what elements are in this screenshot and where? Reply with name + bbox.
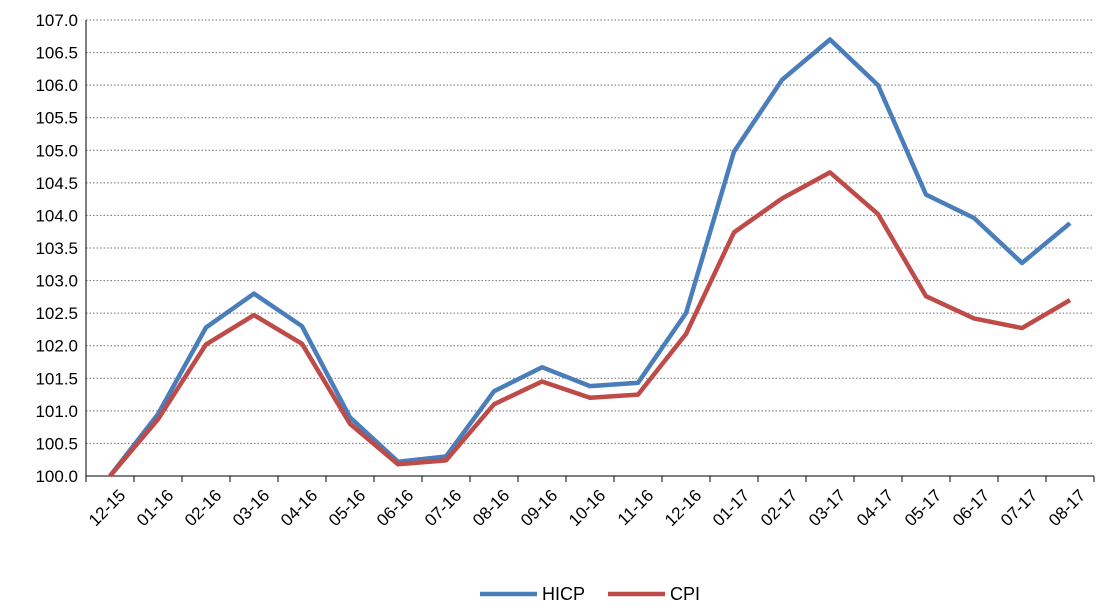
data-point-cpi (1020, 326, 1024, 330)
data-point-hicp (1068, 221, 1072, 225)
series-line-hicp (108, 37, 1072, 478)
y-tick-label: 103.5 (35, 239, 78, 258)
y-tick-label: 102.5 (35, 304, 78, 323)
legend: HICP CPI (480, 584, 700, 604)
x-tick-label: 04-16 (277, 486, 321, 530)
x-tick-label: 03-17 (805, 486, 849, 530)
data-point-cpi (972, 316, 976, 320)
data-point-cpi (876, 212, 880, 216)
x-tick-label: 09-16 (517, 486, 561, 530)
x-tick-label: 12-15 (85, 486, 129, 530)
x-tick-label: 10-16 (565, 486, 609, 530)
x-tick-label: 12-16 (661, 486, 705, 530)
data-point-cpi (684, 332, 688, 336)
data-point-cpi (300, 342, 304, 346)
x-tick-label: 05-16 (325, 486, 369, 530)
data-point-cpi (252, 313, 256, 317)
y-tick-label: 105.0 (35, 141, 78, 160)
data-point-hicp (732, 149, 736, 153)
x-tick-label: 04-17 (853, 486, 897, 530)
series-lines (108, 37, 1072, 478)
data-point-hicp (588, 384, 592, 388)
data-point-cpi (540, 379, 544, 383)
data-point-cpi (828, 170, 832, 174)
y-tick-label: 101.0 (35, 402, 78, 421)
x-tick-label: 05-17 (901, 486, 945, 530)
y-tick-label: 107.0 (35, 11, 78, 30)
gridlines (86, 19, 1094, 444)
data-point-cpi (1068, 298, 1072, 302)
data-point-cpi (396, 462, 400, 466)
data-point-cpi (732, 230, 736, 234)
x-tick-label: 02-16 (181, 486, 225, 530)
data-point-hicp (300, 324, 304, 328)
x-tick-label: 06-16 (373, 486, 417, 530)
x-tick-label: 06-17 (949, 486, 993, 530)
data-point-cpi (444, 458, 448, 462)
data-point-cpi (924, 294, 928, 298)
x-tick-label: 01-16 (133, 486, 177, 530)
y-tick-label: 104.0 (35, 206, 78, 225)
data-point-cpi (780, 196, 784, 200)
data-point-hicp (972, 216, 976, 220)
x-tick-label: 07-17 (997, 486, 1041, 530)
x-tick-label: 11-16 (614, 486, 657, 529)
data-point-cpi (492, 402, 496, 406)
data-point-hicp (636, 381, 640, 385)
y-tick-label: 106.5 (35, 44, 78, 63)
y-tick-label: 101.5 (35, 369, 78, 388)
x-tick-label: 01-17 (709, 486, 753, 530)
data-point-hicp (828, 37, 832, 41)
data-point-cpi (108, 474, 112, 478)
x-tick-label: 08-17 (1045, 486, 1089, 530)
x-tick-label: 03-16 (229, 486, 273, 530)
y-tick-label: 103.0 (35, 272, 78, 291)
data-point-hicp (252, 291, 256, 295)
x-tick-label: 02-17 (757, 486, 801, 530)
data-point-cpi (156, 417, 160, 421)
data-point-hicp (684, 311, 688, 315)
y-tick-label: 106.0 (35, 76, 78, 95)
series-line-cpi (108, 170, 1072, 478)
data-point-cpi (348, 422, 352, 426)
data-point-hicp (924, 192, 928, 196)
x-tick-label: 07-16 (421, 486, 465, 530)
x-tick-label: 08-16 (469, 486, 513, 530)
data-point-hicp (780, 78, 784, 82)
legend-label-hicp: HICP (542, 584, 585, 604)
data-point-hicp (876, 83, 880, 87)
data-point-hicp (204, 325, 208, 329)
data-point-cpi (588, 396, 592, 400)
y-tick-label: 102.0 (35, 337, 78, 356)
data-point-cpi (204, 342, 208, 346)
data-point-hicp (1020, 261, 1024, 265)
data-point-hicp (492, 389, 496, 393)
legend-label-cpi: CPI (670, 584, 700, 604)
data-point-cpi (636, 392, 640, 396)
data-point-hicp (540, 365, 544, 369)
y-tick-label: 100.0 (35, 467, 78, 486)
axes: 100.0 100.5 101.0 101.5 102.0 102.5 103.0 103.5… (35, 11, 1095, 530)
y-tick-label: 105.5 (35, 109, 78, 128)
y-tick-label: 104.5 (35, 174, 78, 193)
y-tick-label: 100.5 (35, 434, 78, 453)
